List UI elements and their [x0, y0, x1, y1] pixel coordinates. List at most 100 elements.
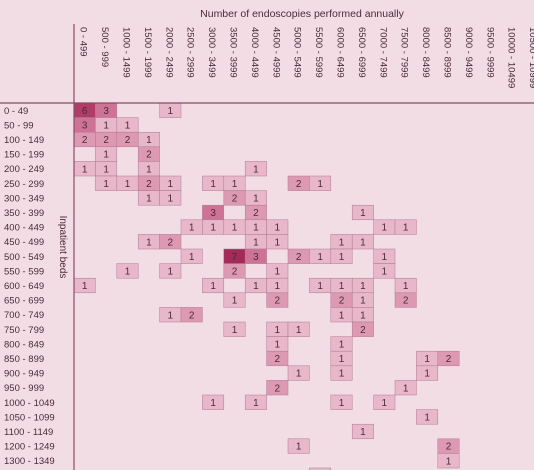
cell-value-label: 2: [232, 194, 238, 205]
cell-value-label: 1: [232, 325, 238, 336]
cell-value-label: 2: [168, 237, 174, 248]
row-tick-label: 1200 - 1249: [4, 442, 55, 453]
column-tick-label: 8000 - 8499: [420, 27, 431, 78]
column-tick-label: 2500 - 2999: [185, 27, 196, 78]
cell-value-label: 1: [103, 121, 109, 132]
heatmap-cell: [394, 292, 417, 308]
cell-value-label: 1: [253, 223, 259, 234]
cell-value-label: 1: [360, 310, 366, 321]
cell-value-label: 1: [382, 252, 388, 263]
cell-value-label: 1: [296, 369, 302, 380]
cell-value-label: 3: [103, 106, 109, 117]
cell-value-label: 1: [210, 281, 216, 292]
cell-value-label: 1: [82, 281, 88, 292]
cell-value-label: 1: [168, 194, 174, 205]
cell-value-label: 1: [275, 237, 281, 248]
column-tick-label: 3500 - 3999: [228, 27, 239, 78]
heatmap-cell: [351, 423, 374, 440]
cell-value-label: 2: [296, 179, 302, 190]
row-tick-label: 1100 - 1149: [4, 427, 53, 438]
heatmap-cell: [244, 394, 267, 410]
cell-value-label: 1: [360, 208, 366, 219]
column-tick-label: 8500 - 8999: [442, 27, 453, 78]
cell-value-label: 2: [446, 354, 452, 365]
cell-value-label: 2: [339, 296, 345, 307]
cell-value-label: 1: [403, 223, 409, 234]
heatmap-cell: [330, 248, 353, 264]
cell-value-label: 1: [275, 281, 281, 292]
cell-value-label: 1: [253, 281, 259, 292]
cell-value-label: 6: [82, 106, 88, 117]
heatmap-cell: [180, 248, 203, 264]
row-tick-label: 0 - 49: [4, 106, 28, 117]
column-tick-label: 9500 - 9999: [484, 27, 495, 78]
cell-value-label: 1: [189, 223, 195, 234]
cell-value-label: 2: [296, 252, 302, 263]
cell-value-label: 1: [189, 252, 195, 263]
row-tick-label: 400 - 449: [4, 223, 44, 234]
heatmap-cell: [159, 234, 182, 250]
column-tick-label: 1500 - 1999: [142, 27, 153, 78]
axis-lines: [0, 24, 534, 470]
column-tick-labels: 0 - 499 500 - 999 1000 - 1499 1500 - 1999 20…: [78, 27, 534, 88]
cell-value-label: 1: [424, 413, 430, 424]
y-axis-title: Inpatient beds: [57, 216, 68, 279]
row-tick-label: 1050 - 1099: [4, 412, 55, 423]
column-tick-label: 5500 - 5999: [313, 27, 324, 78]
heatmap-cell: [416, 409, 439, 425]
cell-value-label: 3: [210, 208, 216, 219]
cell-value-label: 1: [146, 164, 152, 175]
row-tick-label: 1300 - 1349: [4, 456, 55, 467]
cell-value-label: 1: [317, 281, 323, 292]
heatmap-cell: [437, 453, 460, 469]
cell-value-label: 1: [339, 354, 345, 365]
column-tick-label: 4000 - 4499: [249, 27, 260, 78]
cell-value-label: 1: [210, 179, 216, 190]
cell-label-layer: 6 3 1 3 1 1 2 2 2 1 1 2 1 1 1 1 1 1 2 1 1 1 2 1 1 1 2 1 3 2 1 1 1 1 1 1 1 1 1 2…: [82, 106, 452, 467]
column-tick-label: 2000 - 2499: [163, 27, 174, 78]
cell-value-label: 1: [103, 164, 109, 175]
heatmap-cell: [309, 467, 332, 470]
cell-value-label: 1: [210, 223, 216, 234]
row-tick-label: 650 - 699: [4, 296, 44, 307]
cell-value-label: 1: [146, 194, 152, 205]
cell-value-label: 2: [275, 296, 281, 307]
cell-value-label: 1: [275, 223, 281, 234]
column-tick-label: 5000 - 5499: [292, 27, 303, 78]
column-tick-label: 1000 - 1499: [121, 27, 132, 78]
column-tick-label: 3000 - 3499: [206, 27, 217, 78]
row-tick-label: 100 - 149: [4, 135, 44, 146]
heatmap-cell: [159, 190, 182, 206]
cell-value-label: 1: [146, 237, 152, 248]
column-tick-label: 6500 - 6999: [356, 27, 367, 78]
heatmap-cell: [202, 394, 225, 410]
row-tick-labels: 0 - 49 50 - 99 100 - 149 150 - 199 200 - 249…: [4, 106, 55, 467]
cell-value-label: 1: [168, 106, 174, 117]
heatmap-cell: [266, 292, 289, 308]
heatmap-cell: [351, 321, 374, 337]
cell-value-label: 1: [296, 325, 302, 336]
heatmap-cell: [244, 248, 267, 264]
column-tick-label: 10000 - 10499: [506, 27, 517, 88]
row-tick-label: 500 - 549: [4, 252, 44, 263]
row-tick-label: 750 - 799: [4, 325, 44, 336]
heatmap-cell: [351, 204, 374, 221]
cell-value-label: 2: [82, 135, 88, 146]
cell-value-label: 2: [125, 135, 131, 146]
cell-value-label: 1: [360, 427, 366, 438]
cell-value-label: 1: [275, 325, 281, 336]
cell-value-label: 1: [232, 223, 238, 234]
row-tick-label: 900 - 949: [4, 369, 44, 380]
cell-value-label: 1: [382, 398, 388, 409]
cell-value-label: 1: [210, 398, 216, 409]
cell-value-label: 2: [189, 310, 195, 321]
cell-value-label: 1: [317, 179, 323, 190]
cell-value-label: 1: [360, 296, 366, 307]
heatmap-cell: [330, 394, 353, 410]
heatmap-cell: [180, 307, 203, 323]
cell-value-label: 1: [296, 442, 302, 453]
cell-value-label: 1: [275, 340, 281, 351]
heatmap-cell: [373, 394, 396, 410]
